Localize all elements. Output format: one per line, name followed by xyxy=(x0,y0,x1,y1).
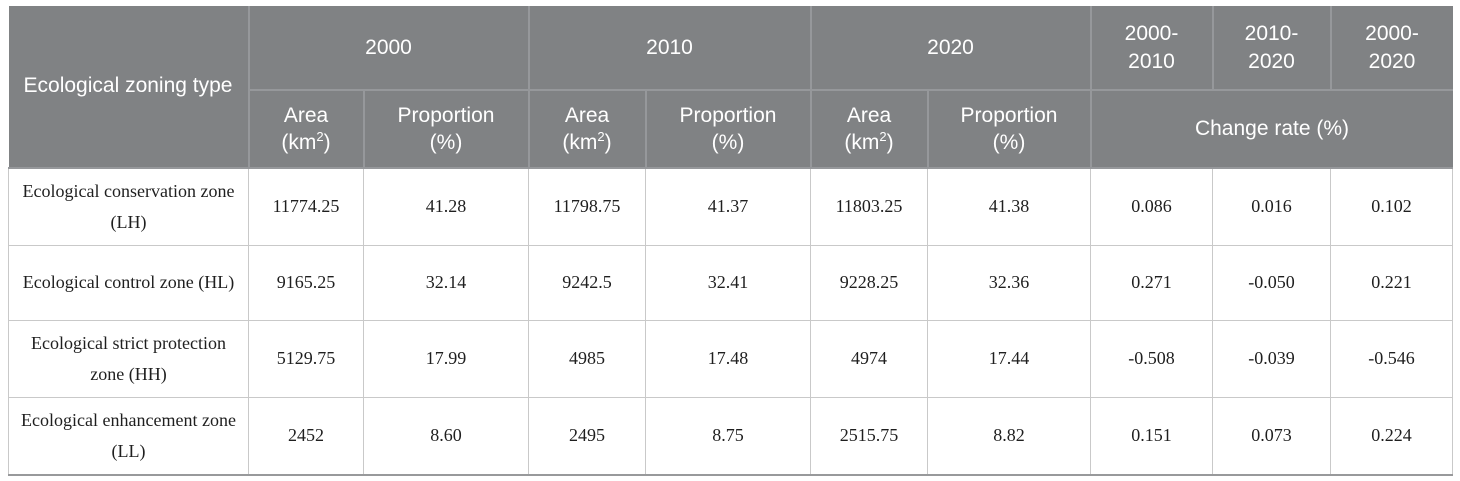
table-body: Ecological conservation zone (LH) 11774.… xyxy=(8,167,1453,476)
value-cell: 9228.25 xyxy=(810,244,928,321)
value-cell: 17.44 xyxy=(927,319,1091,398)
value-cell: 2515.75 xyxy=(810,396,928,476)
header-row-2: Area (km2) Proportion (%) Area (km2) Pro… xyxy=(9,89,1453,169)
value-cell: 0.151 xyxy=(1090,396,1213,476)
year-header-2000: 2000 xyxy=(247,6,530,91)
proportion-subheader-2020: Proportion (%) xyxy=(926,89,1092,169)
value-cell: 32.36 xyxy=(927,244,1091,321)
table-row: Ecological control zone (HL) 9165.25 32.… xyxy=(8,244,1453,321)
area-subheader-2010: Area (km2) xyxy=(527,89,647,169)
corner-header-cell: Ecological zoning type xyxy=(8,6,250,169)
proportion-label: Proportion xyxy=(960,103,1058,127)
area-label: Area xyxy=(846,103,892,127)
value-cell: 17.48 xyxy=(645,319,811,398)
area-subheader-2000: Area (km2) xyxy=(248,89,365,169)
value-cell: 8.82 xyxy=(927,396,1091,476)
value-cell: 2452 xyxy=(248,396,364,476)
value-cell: 32.41 xyxy=(645,244,811,321)
period-line2: 2010 xyxy=(1128,49,1175,73)
zone-type-cell: Ecological enhancement zone (LL) xyxy=(8,396,249,476)
zone-type-cell: Ecological strict protection zone (HH) xyxy=(8,319,249,398)
value-cell: 5129.75 xyxy=(248,319,364,398)
table-row: Ecological enhancement zone (LL) 2452 8.… xyxy=(8,396,1453,476)
proportion-label: Proportion xyxy=(679,103,777,127)
table-row: Ecological conservation zone (LH) 11774.… xyxy=(8,167,1453,246)
period-header-2000-2020: 2000- 2020 xyxy=(1329,6,1453,91)
value-cell: 4974 xyxy=(810,319,928,398)
period-line2: 2020 xyxy=(1248,49,1295,73)
value-cell: -0.546 xyxy=(1330,319,1453,398)
value-cell: 9165.25 xyxy=(248,244,364,321)
year-header-2020: 2020 xyxy=(809,6,1092,91)
value-cell: 0.271 xyxy=(1090,244,1213,321)
area-unit: (km2) xyxy=(844,129,894,154)
area-unit: (km2) xyxy=(281,129,331,154)
value-cell: 11798.75 xyxy=(528,167,646,246)
value-cell: 0.086 xyxy=(1090,167,1213,246)
table-container: Ecological zoning type 2000 2010 2020 20… xyxy=(8,6,1453,476)
year-header-2010: 2010 xyxy=(527,6,812,91)
value-cell: 32.14 xyxy=(363,244,529,321)
value-cell: 2495 xyxy=(528,396,646,476)
area-unit: (km2) xyxy=(562,129,612,154)
header-row-1: Ecological zoning type 2000 2010 2020 20… xyxy=(8,6,1453,169)
zone-type-cell: Ecological conservation zone (LH) xyxy=(8,167,249,246)
proportion-unit: (%) xyxy=(992,131,1026,154)
value-cell: 11774.25 xyxy=(248,167,364,246)
table-row: Ecological strict protection zone (HH) 5… xyxy=(8,319,1453,398)
period-line2: 2020 xyxy=(1368,49,1416,73)
period-line1: 2010- xyxy=(1244,22,1299,46)
value-cell: 8.60 xyxy=(363,396,529,476)
value-cell: 41.38 xyxy=(927,167,1091,246)
value-cell: 0.073 xyxy=(1212,396,1331,476)
value-cell: -0.039 xyxy=(1212,319,1331,398)
proportion-subheader-2000: Proportion (%) xyxy=(362,89,530,169)
value-cell: 0.016 xyxy=(1212,167,1331,246)
value-cell: 41.28 xyxy=(363,167,529,246)
value-cell: 4985 xyxy=(528,319,646,398)
ecological-zoning-table: Ecological zoning type 2000 2010 2020 20… xyxy=(8,6,1453,476)
value-cell: -0.050 xyxy=(1212,244,1331,321)
value-cell: 0.224 xyxy=(1330,396,1453,476)
proportion-unit: (%) xyxy=(711,131,745,154)
value-cell: 0.102 xyxy=(1330,167,1453,246)
value-cell: 0.221 xyxy=(1330,244,1453,321)
value-cell: 9242.5 xyxy=(528,244,646,321)
area-label: Area xyxy=(283,103,329,127)
period-line1: 2000- xyxy=(1124,22,1179,46)
period-header-2010-2020: 2010- 2020 xyxy=(1211,6,1332,91)
proportion-subheader-2010: Proportion (%) xyxy=(644,89,812,169)
value-cell: 8.75 xyxy=(645,396,811,476)
value-cell: -0.508 xyxy=(1090,319,1213,398)
area-label: Area xyxy=(564,103,610,127)
value-cell: 11803.25 xyxy=(810,167,928,246)
zone-type-cell: Ecological control zone (HL) xyxy=(8,244,249,321)
change-rate-header-cell: Change rate (%) xyxy=(1089,89,1453,169)
period-header-2000-2010: 2000- 2010 xyxy=(1089,6,1214,91)
period-line1: 2000- xyxy=(1365,22,1419,46)
proportion-label: Proportion xyxy=(397,103,495,127)
table-header: Ecological zoning type 2000 2010 2020 20… xyxy=(8,6,1453,169)
proportion-unit: (%) xyxy=(429,131,463,154)
value-cell: 17.99 xyxy=(363,319,529,398)
area-subheader-2020: Area (km2) xyxy=(809,89,929,169)
value-cell: 41.37 xyxy=(645,167,811,246)
